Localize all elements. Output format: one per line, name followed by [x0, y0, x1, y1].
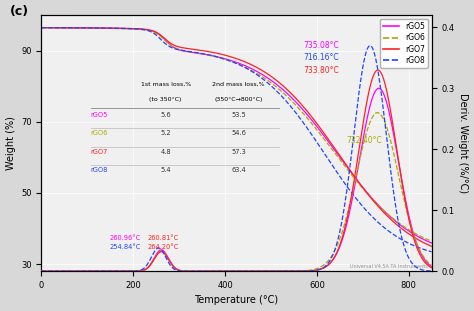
X-axis label: Temperature (°C): Temperature (°C) [194, 295, 279, 305]
Text: 735.08°C: 735.08°C [303, 41, 339, 50]
Y-axis label: Weight (%): Weight (%) [6, 116, 16, 170]
Y-axis label: Deriv. Weight (%/°C): Deriv. Weight (%/°C) [458, 93, 468, 193]
Text: 732.40°C: 732.40°C [346, 136, 383, 145]
Text: 260.81°C: 260.81°C [147, 234, 178, 241]
Text: Universal V4.5A TA Instruments: Universal V4.5A TA Instruments [350, 264, 428, 269]
Text: (c): (c) [10, 5, 29, 18]
Text: 716.16°C: 716.16°C [303, 53, 339, 62]
Text: 733.80°C: 733.80°C [303, 66, 339, 75]
Text: 264.20°C: 264.20°C [147, 244, 178, 250]
Legend: rGO5, rGO6, rGO7, rGO8: rGO5, rGO6, rGO7, rGO8 [381, 19, 428, 68]
Text: 260.96°C: 260.96°C [109, 234, 141, 241]
Text: 254.84°C: 254.84°C [109, 244, 141, 250]
